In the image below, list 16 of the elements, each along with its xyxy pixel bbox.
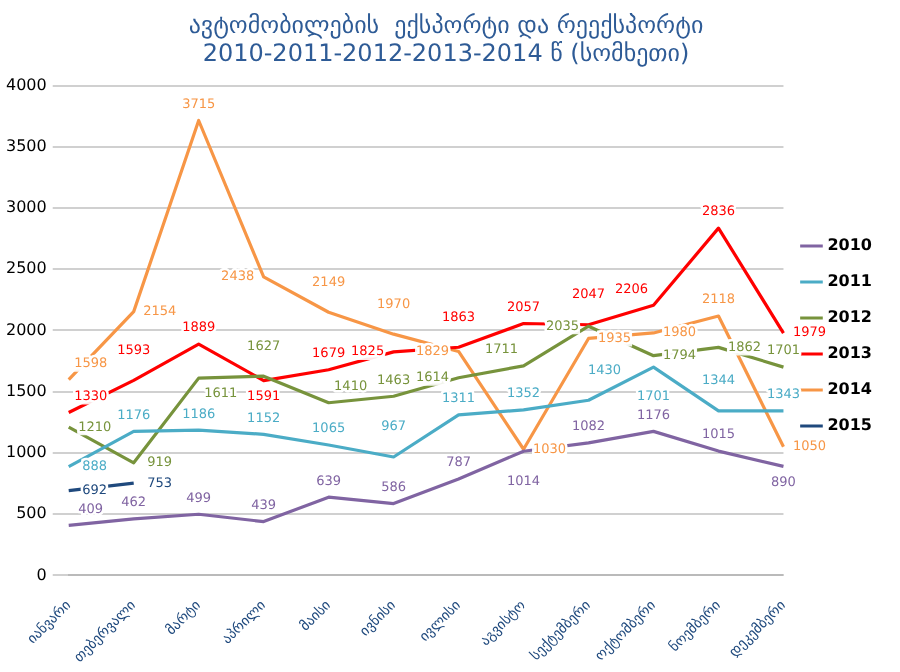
y-tick-label: 3000 <box>6 198 47 217</box>
y-tick-label: 2000 <box>6 320 47 339</box>
legend-label: 2011 <box>827 272 873 291</box>
y-tick-label: 500 <box>16 504 47 523</box>
y-tick-label: 1500 <box>6 381 47 400</box>
legend-label: 2014 <box>827 380 873 399</box>
legend-label: 2010 <box>827 236 873 255</box>
chart-title: ავტომობილების ექსპორტი და რეექსპორტი 2010-2011-2012-2013-2014 წ (სომხეთი) <box>188 10 704 68</box>
y-tick-label: 1000 <box>6 443 47 462</box>
y-tick-label: 0 <box>36 565 47 584</box>
y-tick-label: 3500 <box>6 136 47 155</box>
legend-label: 2015 <box>827 416 873 435</box>
y-tick-label: 2500 <box>6 259 47 278</box>
legend-label: 2012 <box>827 308 872 327</box>
legend-label: 2013 <box>827 344 872 363</box>
y-tick-label: 4000 <box>6 75 47 94</box>
